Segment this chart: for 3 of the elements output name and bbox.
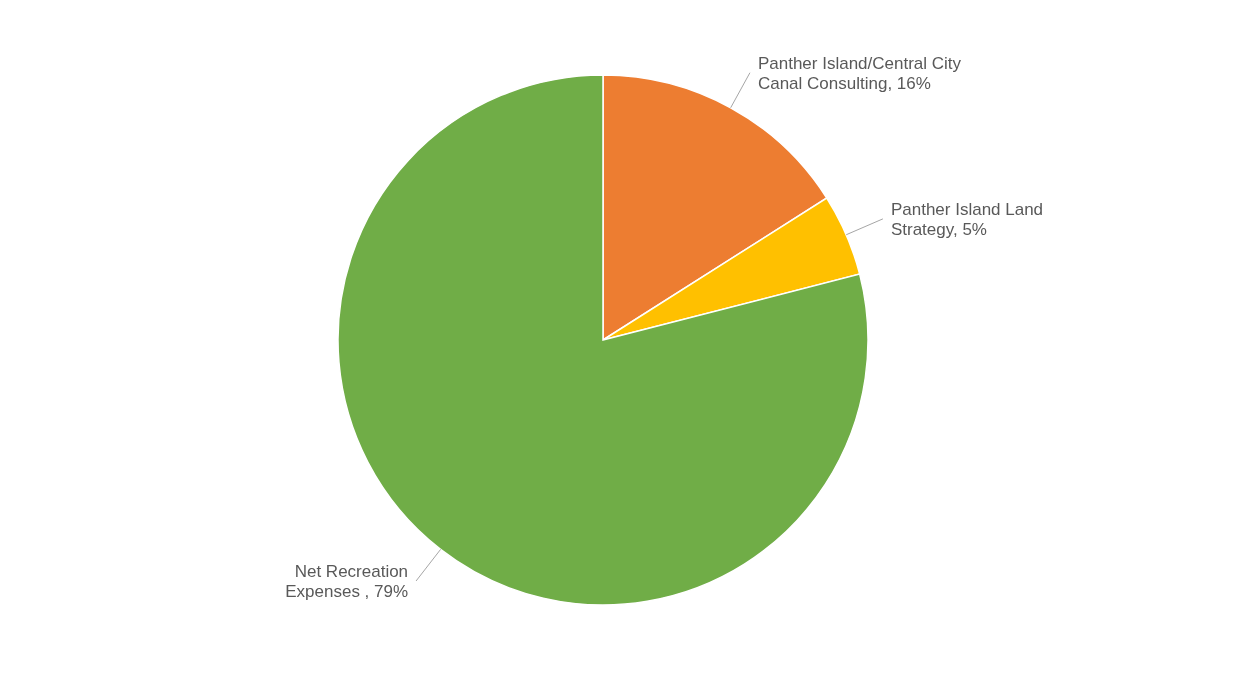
slice-label: Panther Island Land Strategy, 5% <box>890 199 1044 239</box>
slice-label: Panther Island/Central City Canal Consulting, 16% <box>757 53 962 93</box>
slice-label: Net Recreation Expenses , 79% <box>285 562 409 601</box>
